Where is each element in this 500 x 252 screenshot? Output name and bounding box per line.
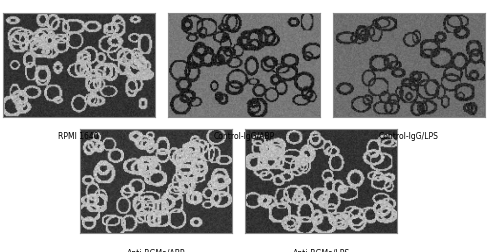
Text: Anti-RGMa/ABP: Anti-RGMa/ABP bbox=[127, 248, 186, 252]
Text: Control-IgG/ABP: Control-IgG/ABP bbox=[213, 132, 274, 141]
Text: Anti-RGMa/LPS: Anti-RGMa/LPS bbox=[292, 248, 350, 252]
Text: RPMI 1640: RPMI 1640 bbox=[58, 132, 99, 141]
Text: Control-IgG/LPS: Control-IgG/LPS bbox=[379, 132, 438, 141]
